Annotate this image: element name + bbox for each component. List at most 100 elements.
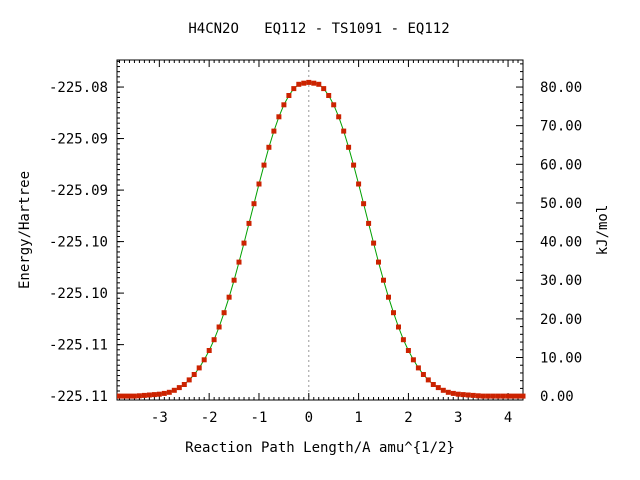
data-point <box>435 385 441 391</box>
data-point <box>321 86 327 92</box>
x-axis-label: Reaction Path Length/A amu^{1/2} <box>185 440 455 456</box>
data-point <box>415 365 421 371</box>
data-point <box>505 393 511 399</box>
data-point <box>396 324 401 330</box>
data-point <box>286 93 292 98</box>
y-right-tick-label: 20.00 <box>540 312 582 328</box>
data-point <box>266 144 272 150</box>
data-point <box>391 310 396 316</box>
data-markers <box>117 79 526 399</box>
data-point <box>336 114 342 120</box>
y-left-tick-label: -225.08 <box>49 80 108 96</box>
series-line <box>119 81 523 397</box>
data-point <box>211 337 217 343</box>
x-tick-label: -2 <box>201 410 218 426</box>
x-tick-labels: -3 -2 -1 0 1 2 3 4 <box>151 410 512 426</box>
data-point <box>405 348 411 353</box>
data-point <box>306 79 312 85</box>
data-point <box>430 382 436 387</box>
y-right-tick-label: 80.00 <box>540 80 582 96</box>
data-point <box>346 144 352 150</box>
data-point <box>495 393 501 399</box>
data-point <box>131 393 137 399</box>
data-point <box>221 310 227 316</box>
data-point <box>186 377 192 383</box>
y-left-tick-label: -225.11 <box>49 389 108 405</box>
data-point <box>440 387 446 393</box>
y-right-tick-label: 30.00 <box>540 273 582 289</box>
data-point <box>316 81 322 87</box>
chart-title: H4CN2O EQ112 - TS1091 - EQ112 <box>188 21 449 37</box>
data-point <box>146 392 152 398</box>
data-point <box>460 392 466 398</box>
data-point <box>122 393 127 399</box>
y-tick-labels-left: -225.11 -225.11 -225.10 -225.10 -225.09 -225.… <box>49 80 108 405</box>
data-point <box>475 393 481 399</box>
data-point <box>181 382 187 387</box>
data-point <box>520 393 526 399</box>
y-right-tick-label: 0.00 <box>540 389 574 405</box>
data-point <box>480 393 486 399</box>
x-tick-label: -3 <box>151 410 168 426</box>
data-point <box>201 357 207 363</box>
data-point <box>231 277 237 283</box>
y-axis-label-right: kJ/mol <box>595 205 611 256</box>
y-tick-labels-right: 0.00 10.00 20.00 30.00 40.00 50.00 60.00 70.00 8… <box>540 80 582 405</box>
data-point <box>296 81 302 87</box>
data-point <box>515 393 521 399</box>
data-point <box>376 259 381 265</box>
data-point <box>351 162 357 168</box>
data-point <box>400 337 406 343</box>
data-point <box>191 372 197 377</box>
data-point <box>455 391 461 397</box>
data-point <box>465 392 471 398</box>
data-point <box>196 365 202 371</box>
data-point <box>410 357 416 363</box>
data-point <box>241 240 247 246</box>
data-point <box>371 240 377 246</box>
data-point <box>500 393 506 399</box>
y-left-tick-label: -225.09 <box>49 183 108 199</box>
data-point <box>216 324 222 330</box>
data-point <box>136 393 142 399</box>
data-point <box>276 114 282 120</box>
data-point <box>361 201 367 207</box>
x-tick-label: 0 <box>305 410 313 426</box>
x-tick-label: -1 <box>251 410 268 426</box>
data-point <box>151 392 157 398</box>
y-right-tick-label: 50.00 <box>540 196 582 212</box>
data-point <box>326 93 332 98</box>
data-point <box>141 392 147 398</box>
x-tick-label: 3 <box>454 410 462 426</box>
y-left-tick-label: -225.10 <box>49 286 108 302</box>
data-point <box>251 201 257 207</box>
y-right-tick-label: 40.00 <box>540 235 582 251</box>
data-point <box>470 392 476 398</box>
data-point <box>386 294 391 300</box>
data-point <box>450 390 456 396</box>
data-point <box>366 220 372 226</box>
y-left-tick-label: -225.09 <box>49 132 108 148</box>
y-axis-label-left: Energy/Hartree <box>17 171 33 289</box>
data-point <box>156 391 162 397</box>
data-point <box>236 259 242 265</box>
axis-ticks <box>117 60 524 400</box>
y-right-tick-label: 10.00 <box>540 351 582 367</box>
data-point <box>331 102 337 108</box>
data-point <box>176 385 182 391</box>
data-point <box>341 128 347 134</box>
data-point <box>425 377 431 383</box>
data-point <box>311 80 317 86</box>
data-point <box>171 387 177 393</box>
y-left-tick-label: -225.10 <box>49 235 108 251</box>
data-point <box>291 86 297 92</box>
data-point <box>301 80 307 86</box>
data-point <box>281 102 287 108</box>
data-point <box>206 348 212 353</box>
data-point <box>420 372 426 377</box>
data-point <box>256 181 262 187</box>
x-tick-label: 2 <box>404 410 412 426</box>
data-point <box>271 128 277 134</box>
data-point <box>381 277 386 283</box>
y-right-tick-label: 60.00 <box>540 157 582 173</box>
